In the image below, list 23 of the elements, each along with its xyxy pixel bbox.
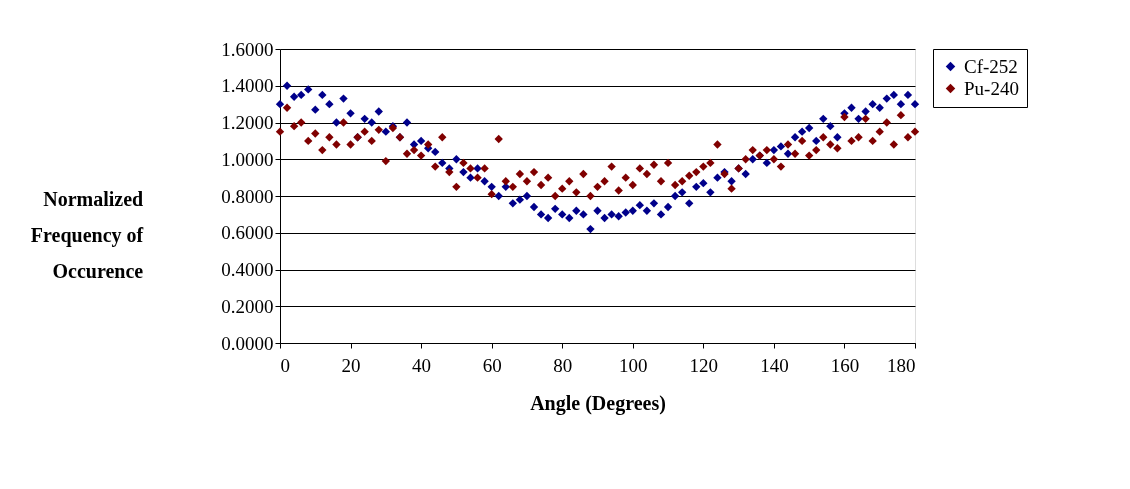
legend-label: Pu-240	[964, 77, 1019, 99]
y-tick-label: 1.6000	[221, 38, 274, 60]
x-tick-label: 60	[482, 354, 502, 376]
y-tick-label: 1.0000	[221, 148, 274, 170]
y-tick-label: 1.2000	[221, 112, 274, 133]
x-tick-label: 0	[280, 354, 290, 376]
x-tick-label: 120	[689, 354, 719, 376]
y-tick-label: 0.0000	[221, 332, 274, 354]
x-tick-label: 40	[412, 354, 432, 376]
x-axis-title: Angle (Degrees)	[530, 391, 666, 415]
y-axis-title: Normalized Frequency of Occurence	[30, 187, 144, 282]
x-tick-label: 100	[619, 354, 648, 376]
y-tick-label: 0.4000	[221, 259, 274, 280]
y-tick-label: 1.4000	[221, 75, 274, 97]
x-tick-label: 180	[887, 354, 916, 376]
x-tick-label: 140	[760, 354, 789, 376]
y-tick-label: 0.8000	[221, 185, 274, 207]
y-tick-label: 0.6000	[221, 222, 274, 244]
x-tick-label: 80	[553, 354, 573, 376]
x-tick-label: 160	[830, 354, 860, 376]
x-tick-label: 20	[341, 354, 361, 376]
legend-label: Cf-252	[964, 55, 1018, 77]
y-tick-label: 0.2000	[221, 295, 274, 317]
